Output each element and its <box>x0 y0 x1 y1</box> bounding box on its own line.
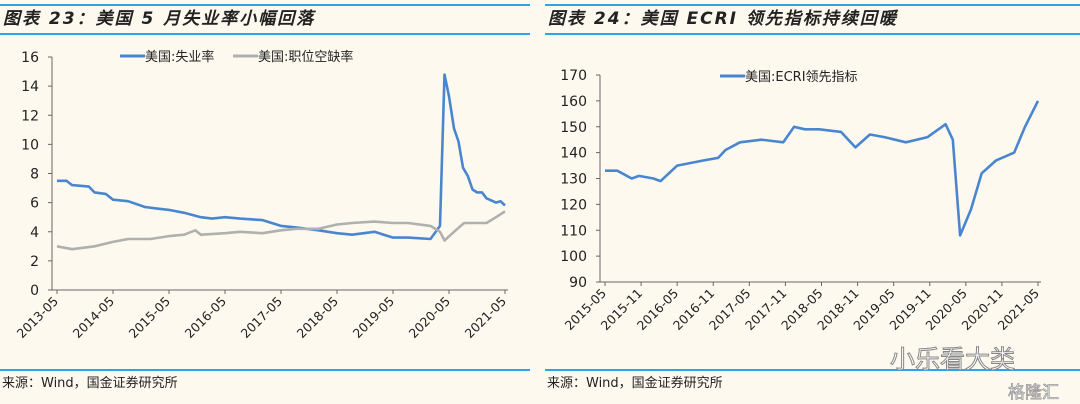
y-tick-label: 130 <box>560 172 587 188</box>
y-tick-label: 120 <box>560 197 587 213</box>
divider <box>0 369 530 371</box>
y-tick-label: 110 <box>560 223 587 239</box>
y-tick-label: 160 <box>560 94 587 110</box>
x-tick-label: 2018-05 <box>294 294 342 342</box>
left-chart-title: 图表 23：美国 5 月失业率小幅回落 <box>0 4 530 35</box>
wechat-watermark: 小乐看大类 <box>889 345 1016 375</box>
series-line-0 <box>605 100 1040 237</box>
right-panel: 图表 24：美国 ECRI 领先指标持续回暖 90 100 110 120 130 140… <box>545 0 1080 404</box>
y-tick-label: 100 <box>560 249 587 265</box>
series-line-1 <box>56 210 506 251</box>
x-tick-label: 2016-05 <box>182 294 230 342</box>
right-source: 来源：Wind，国金证券研究所 <box>547 376 723 391</box>
y-tick-label: 90 <box>569 275 587 291</box>
right-chart-title: 图表 24：美国 ECRI 领先指标持续回暖 <box>545 4 1080 35</box>
y-tick-label: 10 <box>21 137 39 153</box>
legend-label: 美国:职位空缺率 <box>258 49 353 65</box>
legend-label: 美国:ECRI领先指标 <box>745 70 858 85</box>
x-tick-label: 2019-05 <box>350 294 398 342</box>
y-tick-label: 140 <box>560 146 587 162</box>
x-tick-label: 2020-05 <box>406 294 454 342</box>
legend-label: 美国:失业率 <box>145 49 214 65</box>
divider <box>545 369 1080 371</box>
y-tick-label: 12 <box>21 108 39 124</box>
y-tick-label: 14 <box>21 79 39 95</box>
y-tick-label: 6 <box>30 196 39 212</box>
x-tick-label: 2015-05 <box>126 294 174 342</box>
y-tick-label: 170 <box>560 68 587 84</box>
y-tick-label: 16 <box>21 50 39 66</box>
y-tick-label: 4 <box>30 225 39 241</box>
x-tick-label: 2013-05 <box>14 294 62 342</box>
brand-watermark: 格隆汇 <box>1008 383 1060 404</box>
left-source: 来源：Wind，国金证券研究所 <box>2 376 178 391</box>
ecri-chart: 901001101201301401501601702015-052015-11… <box>560 68 1042 333</box>
y-tick-label: 0 <box>30 283 39 299</box>
y-tick-label: 2 <box>30 254 39 270</box>
y-tick-label: 150 <box>560 120 587 136</box>
series-line-0 <box>57 73 506 241</box>
unemployment-chart: 0 2 4 6 8 10 12 14 16 2013-05 2014-05 2015-05 2016-0… <box>14 49 510 342</box>
x-tick-label: 2021-05 <box>462 294 510 342</box>
left-panel: 图表 23：美国 5 月失业率小幅回落 0 2 4 6 8 10 12 14 16 2013-05… <box>0 0 530 404</box>
y-tick-label: 8 <box>30 167 39 183</box>
x-tick-label: 2014-05 <box>70 294 118 342</box>
x-tick-label: 2017-05 <box>238 294 286 342</box>
